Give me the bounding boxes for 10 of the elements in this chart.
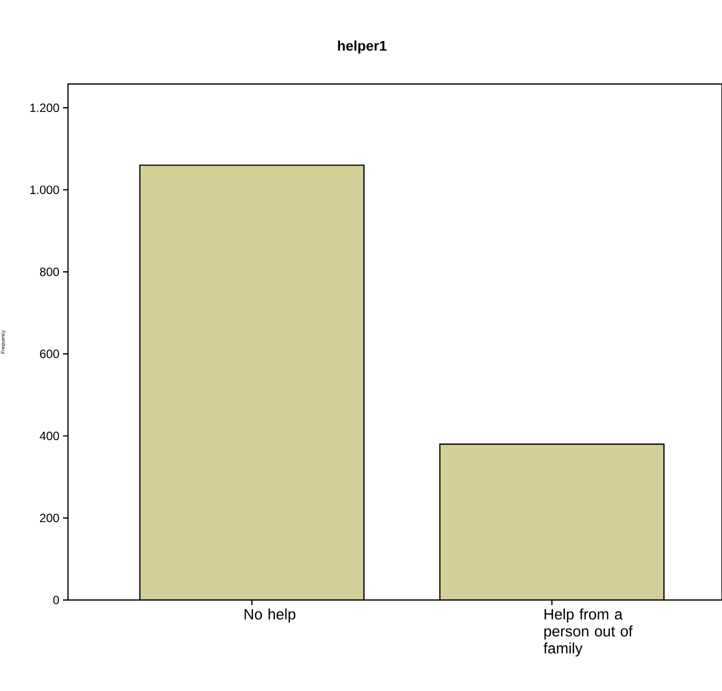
x-tick-label: Help from a person out of family (544, 608, 633, 656)
y-tick-label: 600 (40, 350, 60, 358)
y-tick-label: 400 (40, 432, 60, 440)
y-tick-label: 1.000 (30, 186, 60, 194)
y-tick-label: 800 (40, 268, 60, 276)
y-tick-label: 1.200 (30, 104, 60, 112)
chart-title: helper1 (338, 40, 387, 54)
y-tick-label: 0 (53, 596, 60, 604)
x-tick-label: No help (244, 608, 296, 622)
y-tick-label: 200 (40, 514, 60, 522)
